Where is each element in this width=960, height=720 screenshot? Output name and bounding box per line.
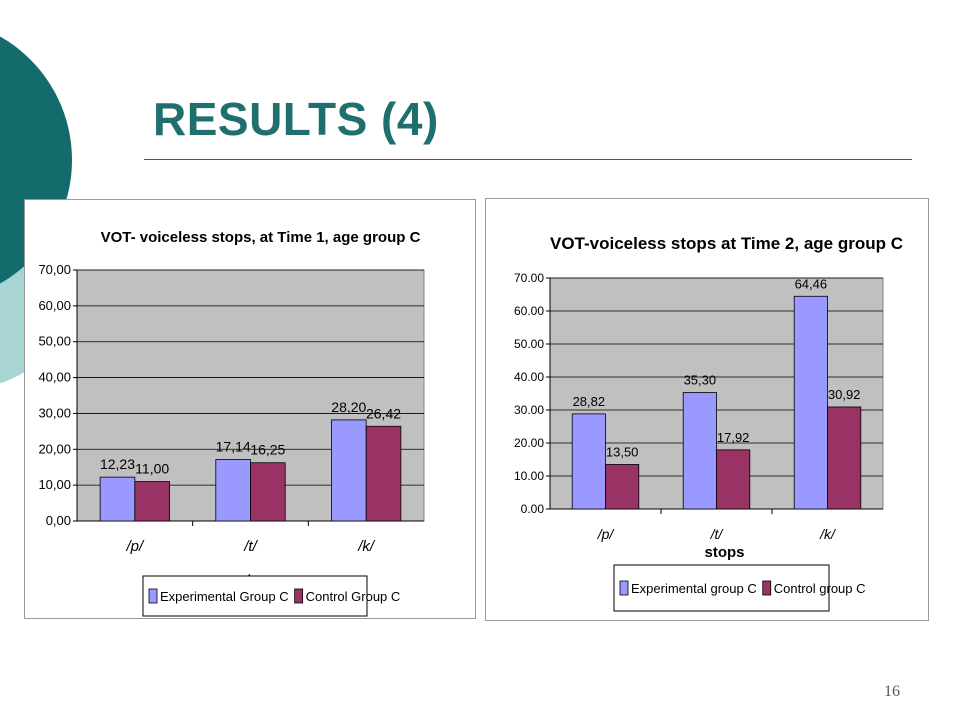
y-tick-label: 20,00 [38, 441, 71, 456]
y-tick-label: 60.00 [514, 304, 544, 318]
y-tick-label: 0,00 [46, 513, 71, 528]
y-tick-label: 10,00 [38, 477, 71, 492]
y-tick-label: 50,00 [38, 334, 71, 349]
bar-experimental [331, 419, 367, 522]
legend-swatch-experimental [148, 588, 158, 604]
legend-label: Control Group C [306, 589, 401, 604]
category-label: /t/ [710, 526, 725, 542]
data-label: 26,42 [366, 405, 401, 421]
legend-box [142, 575, 368, 617]
chart-time2: VOT-voiceless stops at Time 2, age group… [514, 234, 903, 612]
data-label: 17,92 [717, 430, 750, 445]
data-label: 12,23 [100, 456, 135, 472]
data-label: 13,50 [606, 444, 639, 459]
y-tick-label: 20.00 [514, 436, 544, 450]
y-tick-label: 40,00 [38, 370, 71, 385]
y-tick-label: 40.00 [514, 370, 544, 384]
bar-experimental [793, 295, 828, 510]
y-tick-label: 70.00 [514, 271, 544, 285]
legend-box [613, 564, 830, 612]
bar-experimental [571, 413, 606, 510]
legend-swatch-experimental [619, 580, 629, 596]
legend-label: Control group C [774, 581, 866, 596]
category-label: /k/ [819, 526, 837, 542]
y-tick-label: 0.00 [521, 502, 545, 516]
bar-control [250, 462, 286, 522]
chart-time1-panel: VOT- voiceless stops, at Time 1, age gro… [24, 199, 476, 619]
legend-label: Experimental Group C [160, 589, 289, 604]
bar-control [716, 449, 751, 510]
slide-title: RESULTS (4) [153, 93, 439, 145]
y-tick-label: 70,00 [38, 262, 71, 277]
y-tick-label: 30.00 [514, 403, 544, 417]
y-tick-label: 50.00 [514, 337, 544, 351]
bar-experimental [99, 476, 136, 522]
chart-title: VOT- voiceless stops, at Time 1, age gro… [101, 229, 421, 246]
legend-swatch-control [762, 580, 772, 596]
bar-control [134, 481, 170, 522]
category-label: /p/ [125, 538, 145, 555]
y-tick-label: 10.00 [514, 469, 544, 483]
data-label: 16,25 [250, 442, 285, 458]
page-number: 16 [884, 683, 900, 700]
data-label: 11,00 [135, 461, 169, 477]
data-label: 64,46 [795, 276, 828, 291]
category-label: /p/ [597, 526, 616, 542]
data-label: 35,30 [684, 373, 717, 388]
chart-title: VOT-voiceless stops at Time 2, age group… [550, 234, 903, 253]
chart-time1: VOT- voiceless stops, at Time 1, age gro… [38, 229, 425, 617]
data-label: 28,20 [331, 399, 366, 415]
y-tick-label: 60,00 [38, 298, 71, 313]
category-label: /t/ [243, 538, 258, 555]
bar-experimental [682, 392, 717, 510]
bar-control [827, 406, 862, 510]
y-tick-label: 30,00 [38, 405, 71, 420]
bar-experimental [215, 459, 251, 522]
bar-control [365, 425, 402, 522]
bar-control [605, 464, 640, 510]
data-label: 28,82 [573, 394, 606, 409]
data-label: 30,92 [828, 387, 861, 402]
x-axis-title: stops [704, 544, 744, 561]
title-divider [144, 159, 912, 160]
legend-label: Experimental group C [631, 581, 757, 596]
legend-swatch-control [294, 588, 304, 604]
data-label: 17,14 [216, 439, 251, 455]
chart-time2-panel: VOT-voiceless stops at Time 2, age group… [485, 198, 929, 621]
category-label: /k/ [357, 538, 376, 555]
